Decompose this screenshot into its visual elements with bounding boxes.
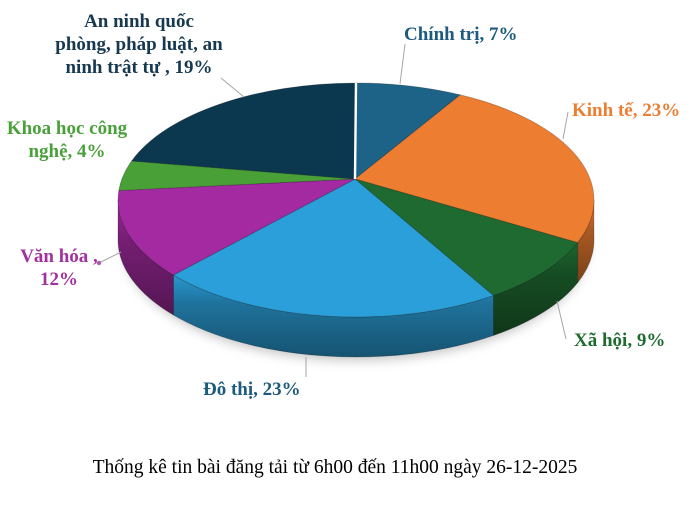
leader-line-xa-hoi (556, 300, 567, 340)
leader-line-an-ninh (220, 77, 245, 98)
pie-slice-top-6 (131, 82, 357, 180)
slice-divider-12-oclock (353, 82, 358, 180)
leader-lines (96, 43, 569, 377)
pie-slice-top-2 (354, 178, 579, 296)
pie-slice-top-1 (354, 94, 595, 243)
leader-line-kinh-te (562, 111, 569, 140)
leader-line-van-hoa (98, 251, 122, 264)
pie-slice-top-5 (118, 160, 356, 191)
leader-line-chinh-tri (399, 43, 406, 85)
slice-label-do-thi: Đô thị, 23% (203, 379, 301, 400)
pie-slice-top-0 (354, 82, 461, 180)
chart-title: Thống kê tin bài đăng tải từ 6h00 đến 11… (92, 457, 578, 478)
pie-layer (117, 82, 595, 361)
slice-label-an-ninh: An ninh quốc phòng, pháp luật, an ninh t… (55, 11, 223, 78)
slice-label-van-hoa: Văn hóa , 12% (20, 246, 98, 290)
slice-label-kinh-te: Kinh tế, 23% (572, 100, 681, 121)
leader-dot-van-hoa (96, 260, 102, 266)
slice-label-chinh-tri: Chính trị, 7% (404, 24, 518, 45)
slice-label-khcn: Khoa học công nghệ, 4% (6, 118, 128, 162)
pie-slice-top-3 (173, 178, 494, 318)
slice-label-xa-hoi: Xã hội, 9% (574, 330, 666, 351)
pie-slice-top-4 (117, 178, 356, 276)
